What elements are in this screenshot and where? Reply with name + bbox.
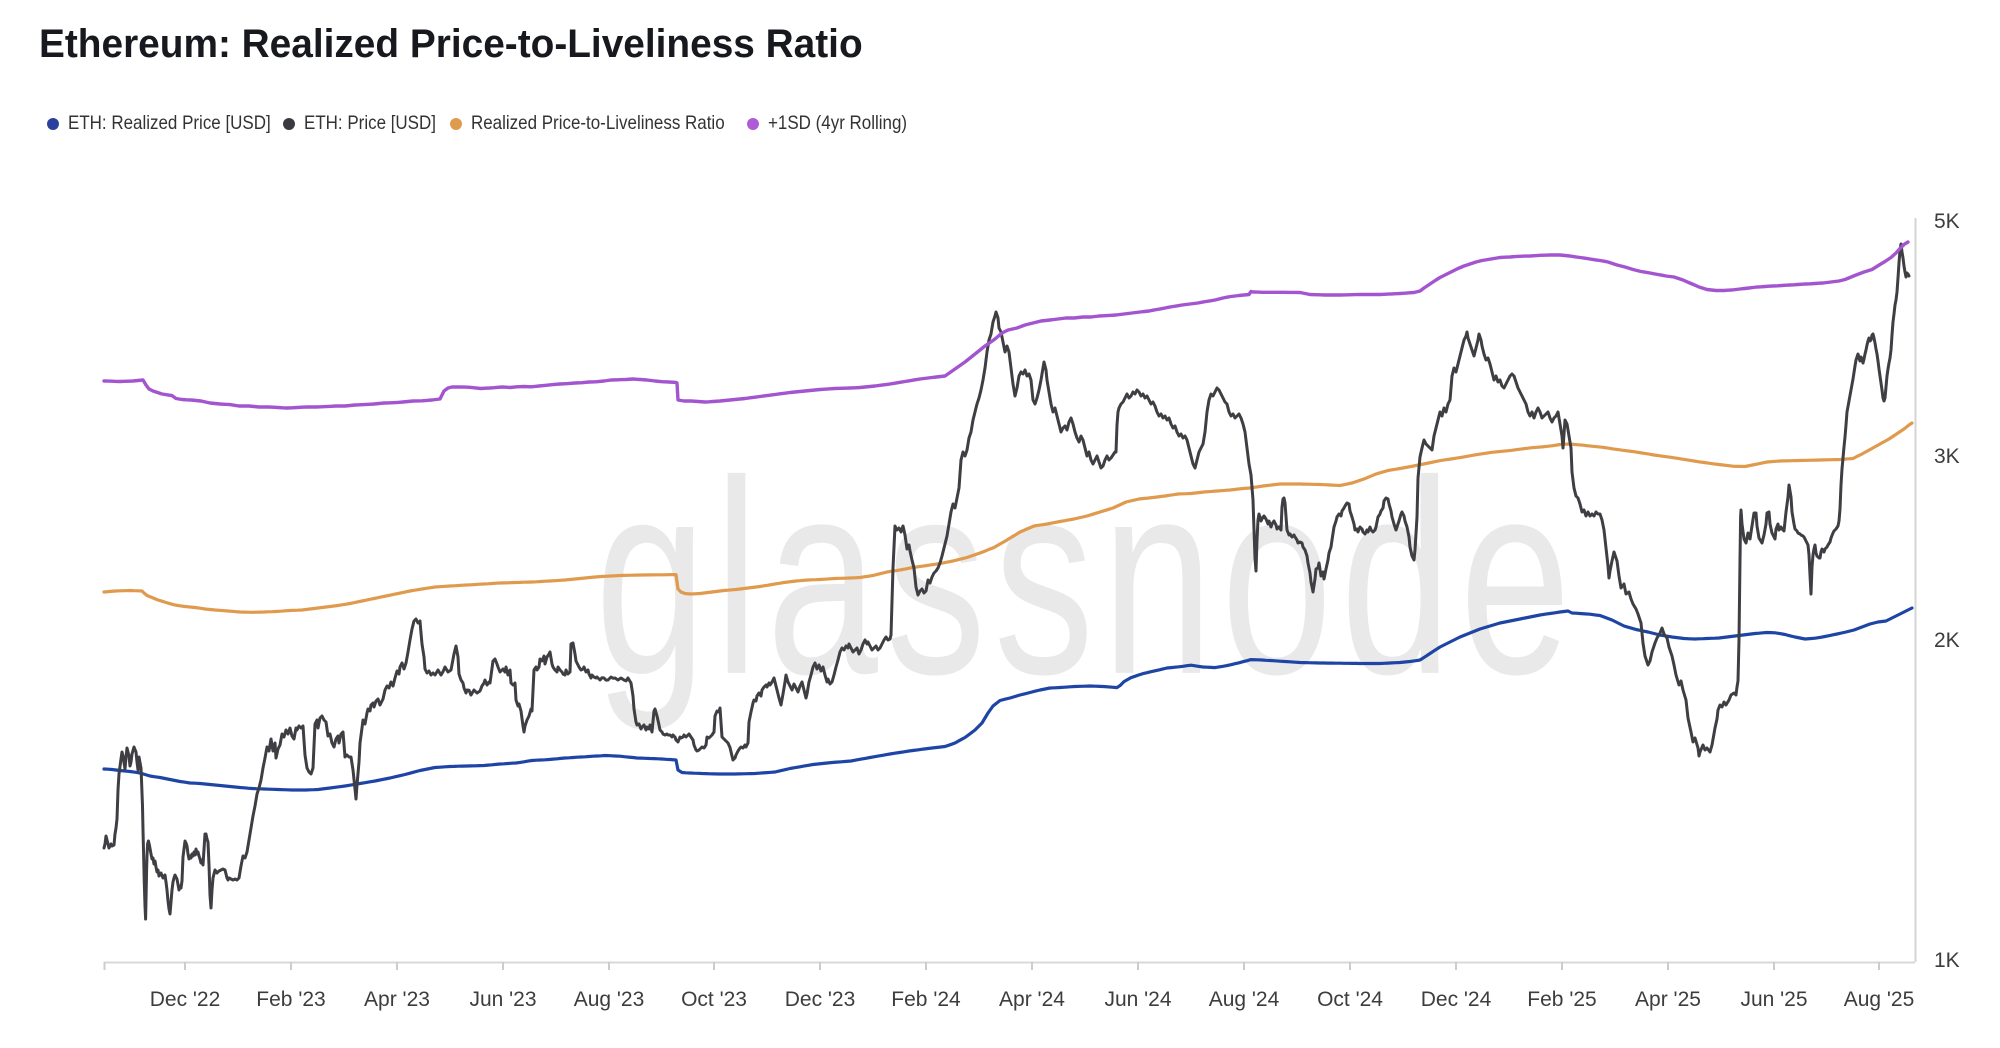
- svg-text:Aug '24: Aug '24: [1209, 988, 1280, 1011]
- svg-text:5K: 5K: [1934, 210, 1960, 233]
- svg-text:Apr '24: Apr '24: [999, 988, 1065, 1011]
- svg-text:2K: 2K: [1934, 629, 1960, 652]
- svg-text:Aug '23: Aug '23: [574, 988, 645, 1011]
- svg-text:1K: 1K: [1934, 949, 1960, 972]
- svg-text:Aug '25: Aug '25: [1844, 988, 1915, 1011]
- svg-text:Jun '25: Jun '25: [1740, 988, 1807, 1011]
- svg-text:Dec '22: Dec '22: [150, 988, 221, 1011]
- svg-text:Jun '23: Jun '23: [469, 988, 536, 1011]
- svg-text:Apr '23: Apr '23: [364, 988, 430, 1011]
- svg-text:3K: 3K: [1934, 445, 1960, 468]
- svg-text:Dec '23: Dec '23: [785, 988, 856, 1011]
- svg-text:Feb '24: Feb '24: [891, 988, 961, 1011]
- svg-text:Dec '24: Dec '24: [1421, 988, 1492, 1011]
- svg-text:Jun '24: Jun '24: [1104, 988, 1171, 1011]
- svg-text:Feb '25: Feb '25: [1527, 988, 1596, 1011]
- svg-text:Apr '25: Apr '25: [1635, 988, 1701, 1011]
- svg-text:Oct '23: Oct '23: [681, 988, 747, 1011]
- svg-text:Oct '24: Oct '24: [1317, 988, 1383, 1011]
- svg-text:Feb '23: Feb '23: [256, 988, 325, 1011]
